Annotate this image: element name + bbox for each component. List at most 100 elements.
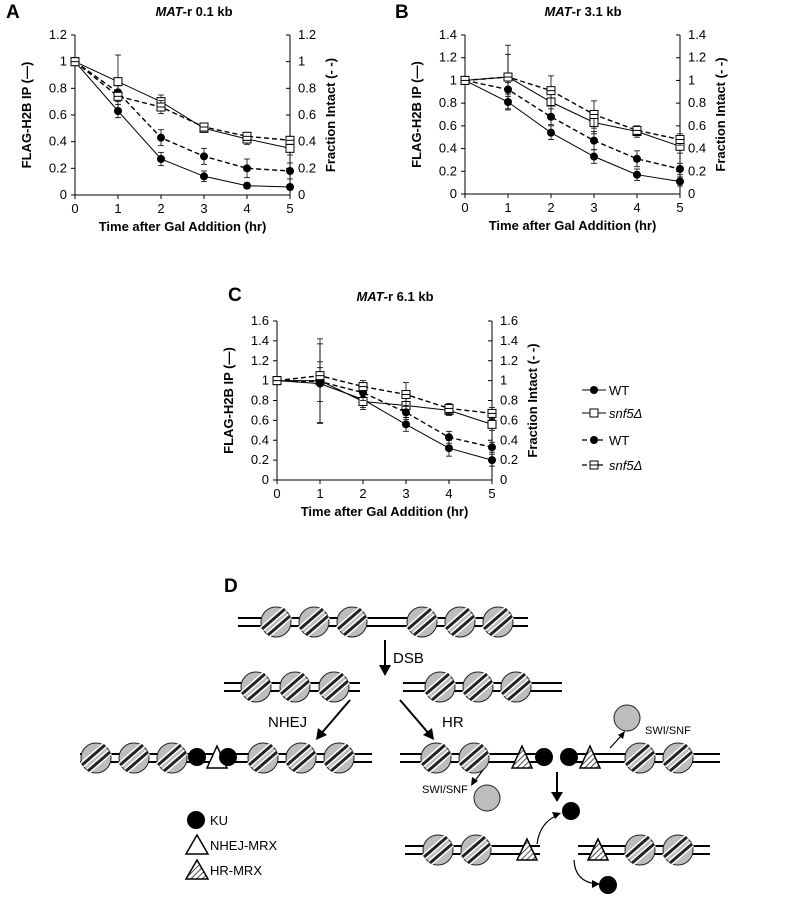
x-tick-label: 5 xyxy=(488,486,495,501)
y-tick-label: 1.2 xyxy=(439,50,457,65)
series-dashed-snf5 xyxy=(70,57,295,145)
data-point xyxy=(676,165,684,174)
y2-tick-label: 0 xyxy=(298,187,305,202)
data-point xyxy=(243,181,251,190)
hr-product xyxy=(400,743,720,773)
data-point xyxy=(113,77,123,87)
y-tick-label: 0.6 xyxy=(49,107,67,122)
y-tick-label: 1.6 xyxy=(251,313,269,328)
x-tick-label: 4 xyxy=(445,486,452,501)
series-solid-snf5 xyxy=(460,44,685,154)
legend-label: WT xyxy=(609,433,629,448)
data-point xyxy=(590,136,598,145)
panel-letter-b: B xyxy=(395,2,409,23)
swisnf-complex xyxy=(613,704,641,732)
y2-tick-label: 0.8 xyxy=(298,80,316,95)
y2-tick-label: 0.6 xyxy=(688,118,706,133)
panel-title-a: MAT-r 0.1 kb xyxy=(155,4,232,19)
x-tick-label: 1 xyxy=(114,201,121,216)
y2-tick-label: 1 xyxy=(688,72,695,87)
x-axis-label: Time after Gal Addition (hr) xyxy=(489,218,657,233)
legend-label: WT xyxy=(609,383,629,398)
series-line xyxy=(277,380,493,425)
data-point xyxy=(402,420,410,429)
y2-axis-label: Fraction Intact (- -) xyxy=(525,343,540,457)
series-line xyxy=(276,374,493,415)
y-tick-label: 1 xyxy=(60,54,67,69)
y-axis-label: FLAG-H2B IP (—) xyxy=(19,62,34,169)
legend: WT snf5Δ WT snf5Δ xyxy=(582,383,642,473)
y2-tick-label: 0.4 xyxy=(500,432,518,447)
data-point xyxy=(547,112,555,121)
y-axis-label: FLAG-H2B IP (—) xyxy=(221,347,236,454)
data-point xyxy=(590,152,598,161)
y-tick-label: 0 xyxy=(450,186,457,201)
series-dashed-wt xyxy=(273,361,496,453)
y2-tick-label: 1 xyxy=(298,54,305,69)
key-label-ku: KU xyxy=(210,813,228,828)
x-tick-label: 2 xyxy=(157,201,164,216)
data-point xyxy=(445,444,453,453)
y-tick-label: 1.4 xyxy=(439,27,457,42)
data-point xyxy=(445,433,453,442)
y2-tick-label: 0.2 xyxy=(688,163,706,178)
y-tick-label: 0.2 xyxy=(439,163,457,178)
panel-title-b: MAT-r 3.1 kb xyxy=(544,4,621,19)
y-tick-label: 0.2 xyxy=(49,160,67,175)
series-solid-wt xyxy=(273,343,496,467)
x-tick-label: 5 xyxy=(676,200,683,215)
data-point xyxy=(286,183,294,191)
y-tick-label: 0.4 xyxy=(251,432,269,447)
y-tick-label: 0.8 xyxy=(251,393,269,408)
x-tick-label: 3 xyxy=(200,201,207,216)
y-tick-label: 0.6 xyxy=(439,118,457,133)
series-dashed-snf5 xyxy=(460,53,685,146)
y-axis-label: FLAG-H2B IP (—) xyxy=(409,61,424,168)
y2-tick-label: 0.8 xyxy=(500,393,518,408)
y2-tick-label: 0.4 xyxy=(298,134,316,149)
x-tick-label: 4 xyxy=(243,201,250,216)
hr-mrx-symbol xyxy=(184,858,210,880)
data-point xyxy=(157,155,165,163)
x-axis-label: Time after Gal Addition (hr) xyxy=(99,219,267,234)
y2-axis-label: Fraction Intact (- -) xyxy=(323,58,338,172)
y2-tick-label: 1 xyxy=(500,373,507,388)
series-dashed-wt xyxy=(461,76,684,176)
intact-chromatin xyxy=(238,607,528,637)
nhej-mrx-symbol xyxy=(184,833,210,855)
legend-item-snf5-solid: snf5Δ xyxy=(582,406,642,421)
y2-tick-label: 1.4 xyxy=(500,333,518,348)
key-label-nhej-mrx: NHEJ-MRX xyxy=(210,838,277,853)
y2-tick-label: 0.4 xyxy=(688,141,706,156)
nhej-product xyxy=(80,743,372,773)
chart-c: 0 00.2 0.20.4 0.40.6 0.60.8 0.81 11.2 1.21.4 1.4… xyxy=(221,313,540,519)
y-tick-label: 1 xyxy=(450,72,457,87)
x-tick-label: 2 xyxy=(359,486,366,501)
y2-tick-label: 0 xyxy=(500,472,507,487)
series-solid-wt xyxy=(461,76,684,187)
legend-item-snf5-dashed: snf5Δ xyxy=(582,458,642,473)
x-tick-label: 3 xyxy=(590,200,597,215)
x-axis-label: Time after Gal Addition (hr) xyxy=(301,504,469,519)
panel-title-c: MAT-r 6.1 kb xyxy=(356,289,433,304)
y-tick-label: 0.4 xyxy=(439,141,457,156)
series-line xyxy=(74,61,291,172)
y2-tick-label: 0 xyxy=(688,186,695,201)
repair-diagram: D DSB N xyxy=(80,576,720,894)
data-point xyxy=(157,133,165,142)
key-label-hr-mrx: HR-MRX xyxy=(210,863,262,878)
dsb-label: DSB xyxy=(393,650,424,667)
swisnf-label-bottom: SWI/SNF xyxy=(422,784,468,796)
panel-letter-c: C xyxy=(228,285,242,306)
y-tick-label: 0 xyxy=(60,187,67,202)
chart-b: 0 00.2 0.20.4 0.40.6 0.60.8 0.81 11.2 1.21.4 1.4… xyxy=(409,27,728,233)
data-point xyxy=(243,164,251,173)
legend-item-wt-dashed: WT xyxy=(582,433,629,448)
series-line xyxy=(74,61,291,188)
hr-label: HR xyxy=(442,714,464,731)
y2-axis-label: Fraction Intact (- -) xyxy=(713,57,728,171)
series-dashed-wt xyxy=(71,57,294,180)
y2-tick-label: 1.6 xyxy=(500,313,518,328)
data-point xyxy=(114,107,122,115)
